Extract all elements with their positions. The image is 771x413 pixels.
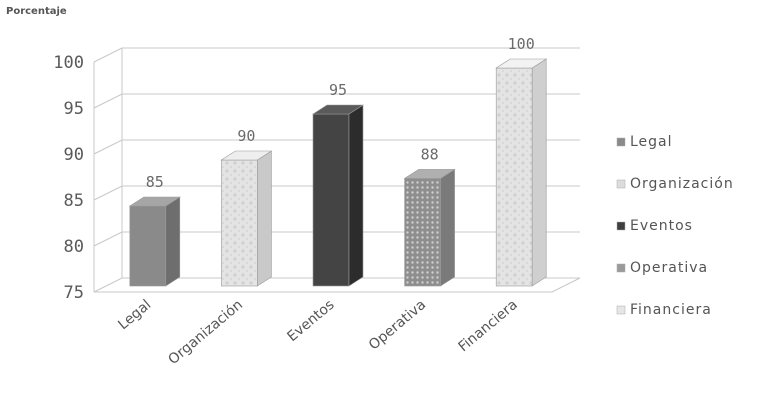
- legend-swatch: [616, 137, 626, 147]
- x-tick-label: Organización: [165, 297, 246, 368]
- floor-line: [94, 277, 581, 293]
- bar-top: [311, 104, 365, 115]
- bars: [128, 58, 548, 287]
- bar-financiera: [495, 58, 548, 287]
- bar-organización: [220, 150, 273, 287]
- legend: Legal Organización Eventos Operativa Financi…: [616, 134, 734, 318]
- legend-swatch: [616, 179, 626, 189]
- legend-label: Legal: [630, 134, 673, 150]
- bar-top: [128, 196, 181, 207]
- x-tick-label: Operativa: [366, 297, 429, 354]
- bar-front: [312, 113, 350, 287]
- data-labels: 85 90 95 88 100: [146, 35, 535, 191]
- x-tick-label: Legal: [115, 297, 154, 333]
- bar-top: [220, 150, 273, 161]
- data-label: 95: [329, 81, 347, 99]
- data-label: 88: [421, 145, 439, 163]
- data-label: 90: [237, 127, 255, 145]
- y-tick-label: 85: [64, 191, 84, 211]
- y-tick-label: 100: [53, 53, 84, 73]
- bar-operativa: [403, 168, 456, 287]
- legend-item: Organización: [616, 176, 734, 192]
- legend-item: Operativa: [616, 260, 708, 276]
- x-tick-label: Eventos: [284, 297, 337, 345]
- y-tick-labels: 75 80 85 90 95 100: [53, 53, 84, 303]
- y-tick-label: 75: [64, 283, 84, 303]
- bar-front: [404, 178, 441, 287]
- y-tick-label: 90: [64, 145, 84, 165]
- bar-top: [495, 58, 548, 69]
- legend-swatch: [616, 263, 626, 273]
- legend-label: Organización: [630, 176, 734, 192]
- data-label: 100: [508, 35, 535, 53]
- bar-side: [348, 104, 364, 287]
- legend-label: Financiera: [630, 302, 712, 318]
- data-label: 85: [146, 173, 164, 191]
- y-tick-label: 80: [64, 237, 84, 257]
- x-tick-labels: Legal Organización Eventos Operativa Financi…: [115, 297, 520, 368]
- legend-swatch: [616, 305, 626, 315]
- bar-side: [165, 196, 181, 287]
- grid-lines: [93, 47, 581, 293]
- bar-side: [257, 150, 272, 287]
- y-tick-label: 95: [64, 99, 84, 119]
- legend-label: Operativa: [630, 260, 708, 276]
- bar-top: [403, 169, 456, 179]
- bar-eventos: [311, 104, 365, 287]
- legend-item: Legal: [616, 134, 673, 150]
- bar-front: [495, 67, 533, 287]
- bar-legal: [128, 196, 181, 287]
- legend-item: Financiera: [616, 302, 712, 318]
- bar-front: [221, 159, 258, 287]
- bar-front: [129, 205, 167, 287]
- legend-swatch: [616, 221, 626, 231]
- bar-side: [531, 58, 547, 287]
- bar-side: [440, 168, 455, 287]
- legend-label: Eventos: [630, 218, 693, 234]
- y-axis-title: Porcentaje: [6, 6, 67, 17]
- legend-item: Eventos: [616, 218, 693, 234]
- x-tick-label: Financiera: [455, 297, 520, 355]
